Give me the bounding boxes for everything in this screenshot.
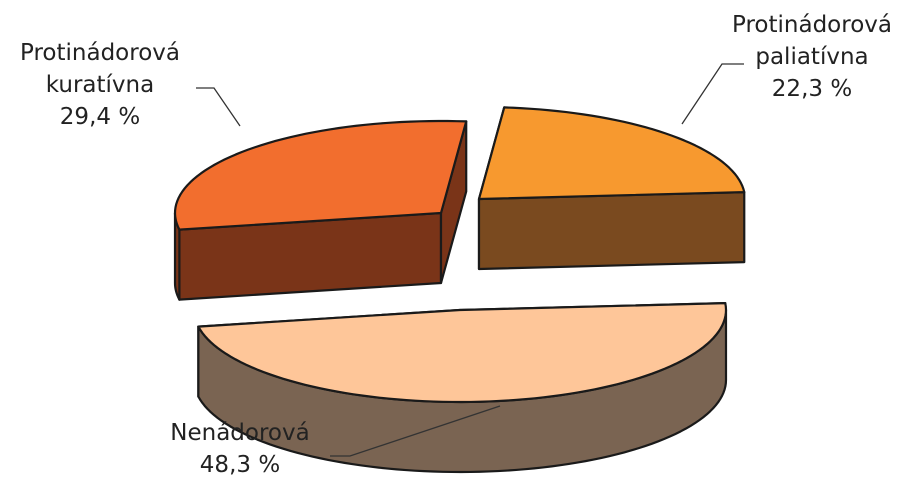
slice-1-top [173,119,468,231]
slice-label-2: Protinádorová paliatívna 22,3 % [681,12,892,125]
leader-line-3 [330,405,501,457]
slice-name-label-2: Protinádorová [732,12,892,38]
slice-2-top [477,106,746,201]
leader-line-1 [196,87,241,127]
leader-line-2 [681,63,744,125]
slice-name-label-1: kuratívna [46,72,154,98]
slices-layer [173,106,746,474]
slice-name-label-2: paliatívna [755,44,868,70]
slice-label-1: Protinádorová kuratívna 29,4 % [20,40,241,130]
slice-value-label-2: 22,3 % [772,76,852,102]
slice-value-label-1: 29,4 % [60,104,140,130]
slice-2-wall-2 [477,191,746,271]
slice-name-label-3: Nenádorová [170,420,309,446]
slice-3-top [197,302,728,404]
pie-slice-3 [197,302,728,474]
slice-value-label-3: 48,3 % [200,452,280,478]
pie-slice-1 [173,119,468,301]
slice-name-label-1: Protinádorová [20,40,180,66]
pie-slice-2 [477,106,746,271]
slice-label-3: Nenádorová 48,3 % [170,405,501,478]
